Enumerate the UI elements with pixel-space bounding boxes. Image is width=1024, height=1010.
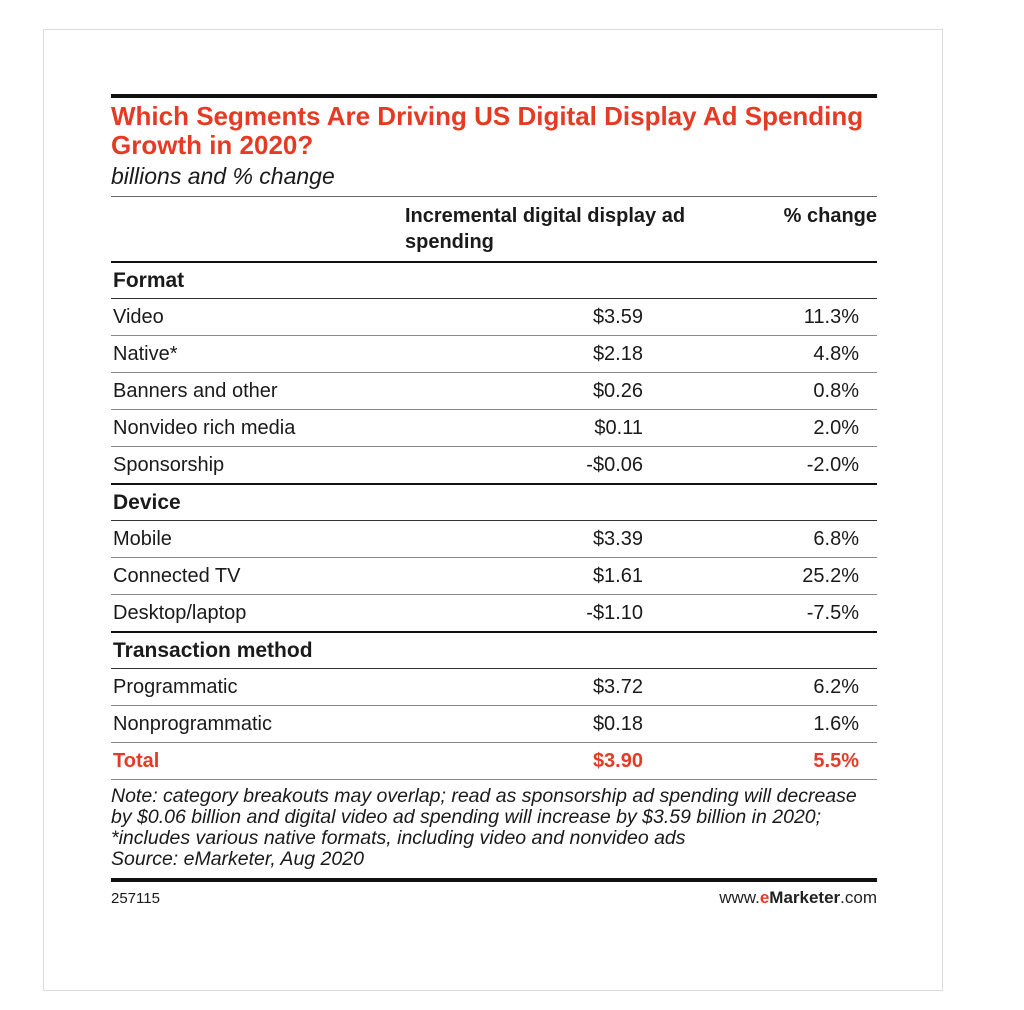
row-incremental-value: -$0.06 xyxy=(401,446,701,485)
table-row: Banners and other $0.26 0.8% xyxy=(111,372,877,410)
row-incremental-value: -$1.10 xyxy=(401,594,701,633)
chart-card: Which Segments Are Driving US Digital Di… xyxy=(43,29,943,991)
data-table: Incremental digital display ad spending … xyxy=(111,197,877,780)
source-text: Source: eMarketer, Aug 2020 xyxy=(111,848,364,870)
table-row: Connected TV $1.61 25.2% xyxy=(111,557,877,595)
row-pct-change: 11.3% xyxy=(701,298,877,336)
table-row: Nonvideo rich media $0.11 2.0% xyxy=(111,409,877,447)
table-body: Format Video $3.59 11.3% Native* $2.18 4.8% Ban… xyxy=(111,262,877,780)
row-label: Desktop/laptop xyxy=(111,594,401,633)
chart-note: Note: category breakouts may overlap; re… xyxy=(111,786,877,882)
section-label: Device xyxy=(111,484,401,521)
total-value: $3.90 xyxy=(401,742,701,780)
chart-content: Which Segments Are Driving US Digital Di… xyxy=(111,94,877,908)
row-pct-change: 2.0% xyxy=(701,409,877,447)
row-pct-change: 1.6% xyxy=(701,705,877,743)
section-empty-cell xyxy=(701,484,877,521)
total-pct-change: 5.5% xyxy=(701,742,877,780)
chart-subtitle: billions and % change xyxy=(111,162,877,197)
row-incremental-value: $0.11 xyxy=(401,409,701,447)
row-incremental-value: $3.39 xyxy=(401,520,701,558)
section-empty-cell xyxy=(401,484,701,521)
row-label: Native* xyxy=(111,335,401,373)
section-label: Format xyxy=(111,262,401,299)
row-incremental-value: $1.61 xyxy=(401,557,701,595)
row-pct-change: 6.8% xyxy=(701,520,877,558)
row-incremental-value: $2.18 xyxy=(401,335,701,373)
row-label: Sponsorship xyxy=(111,446,401,485)
top-rule xyxy=(111,94,877,98)
section-row: Transaction method xyxy=(111,632,877,669)
table-row: Nonprogrammatic $0.18 1.6% xyxy=(111,705,877,743)
note-text: Note: category breakouts may overlap; re… xyxy=(111,785,857,849)
row-label: Nonprogrammatic xyxy=(111,705,401,743)
chart-id: 257115 xyxy=(111,889,160,907)
row-label: Video xyxy=(111,298,401,336)
brand-prefix: www. xyxy=(719,888,760,907)
row-pct-change: 0.8% xyxy=(701,372,877,410)
header-label xyxy=(111,197,401,262)
brand-e: e xyxy=(759,888,770,907)
header-incremental: Incremental digital display ad spending xyxy=(405,205,686,253)
section-empty-cell xyxy=(401,262,701,299)
section-empty-cell xyxy=(401,632,701,669)
row-incremental-value: $0.18 xyxy=(401,705,701,743)
section-row: Device xyxy=(111,484,877,521)
chart-title: Which Segments Are Driving US Digital Di… xyxy=(111,101,864,160)
section-label: Transaction method xyxy=(111,632,401,669)
row-label: Nonvideo rich media xyxy=(111,409,401,447)
row-pct-change: 4.8% xyxy=(701,335,877,373)
row-incremental-value: $3.72 xyxy=(401,668,701,706)
table-row: Desktop/laptop -$1.10 -7.5% xyxy=(111,594,877,633)
total-row: Total $3.90 5.5% xyxy=(111,742,877,780)
chart-footer: 257115 www.eMarketer.com xyxy=(111,888,877,908)
table-row: Programmatic $3.72 6.2% xyxy=(111,668,877,706)
row-incremental-value: $3.59 xyxy=(401,298,701,336)
table-row: Mobile $3.39 6.8% xyxy=(111,520,877,558)
row-label: Mobile xyxy=(111,520,401,558)
brand-name: Marketer xyxy=(769,888,841,907)
row-incremental-value: $0.26 xyxy=(401,372,701,410)
header-row: Incremental digital display ad spending … xyxy=(111,197,877,262)
row-pct-change: -2.0% xyxy=(701,446,877,485)
table-row: Sponsorship -$0.06 -2.0% xyxy=(111,446,877,485)
table-row: Video $3.59 11.3% xyxy=(111,298,877,336)
row-label: Connected TV xyxy=(111,557,401,595)
brand-url[interactable]: www.eMarketer.com xyxy=(719,888,877,908)
row-pct-change: -7.5% xyxy=(701,594,877,633)
table-row: Native* $2.18 4.8% xyxy=(111,335,877,373)
section-empty-cell xyxy=(701,632,877,669)
total-label: Total xyxy=(111,742,401,780)
header-pct-change: % change xyxy=(783,205,877,227)
section-row: Format xyxy=(111,262,877,299)
row-pct-change: 25.2% xyxy=(701,557,877,595)
row-label: Programmatic xyxy=(111,668,401,706)
section-empty-cell xyxy=(701,262,877,299)
row-pct-change: 6.2% xyxy=(701,668,877,706)
brand-suffix: .com xyxy=(840,888,877,907)
row-label: Banners and other xyxy=(111,372,401,410)
